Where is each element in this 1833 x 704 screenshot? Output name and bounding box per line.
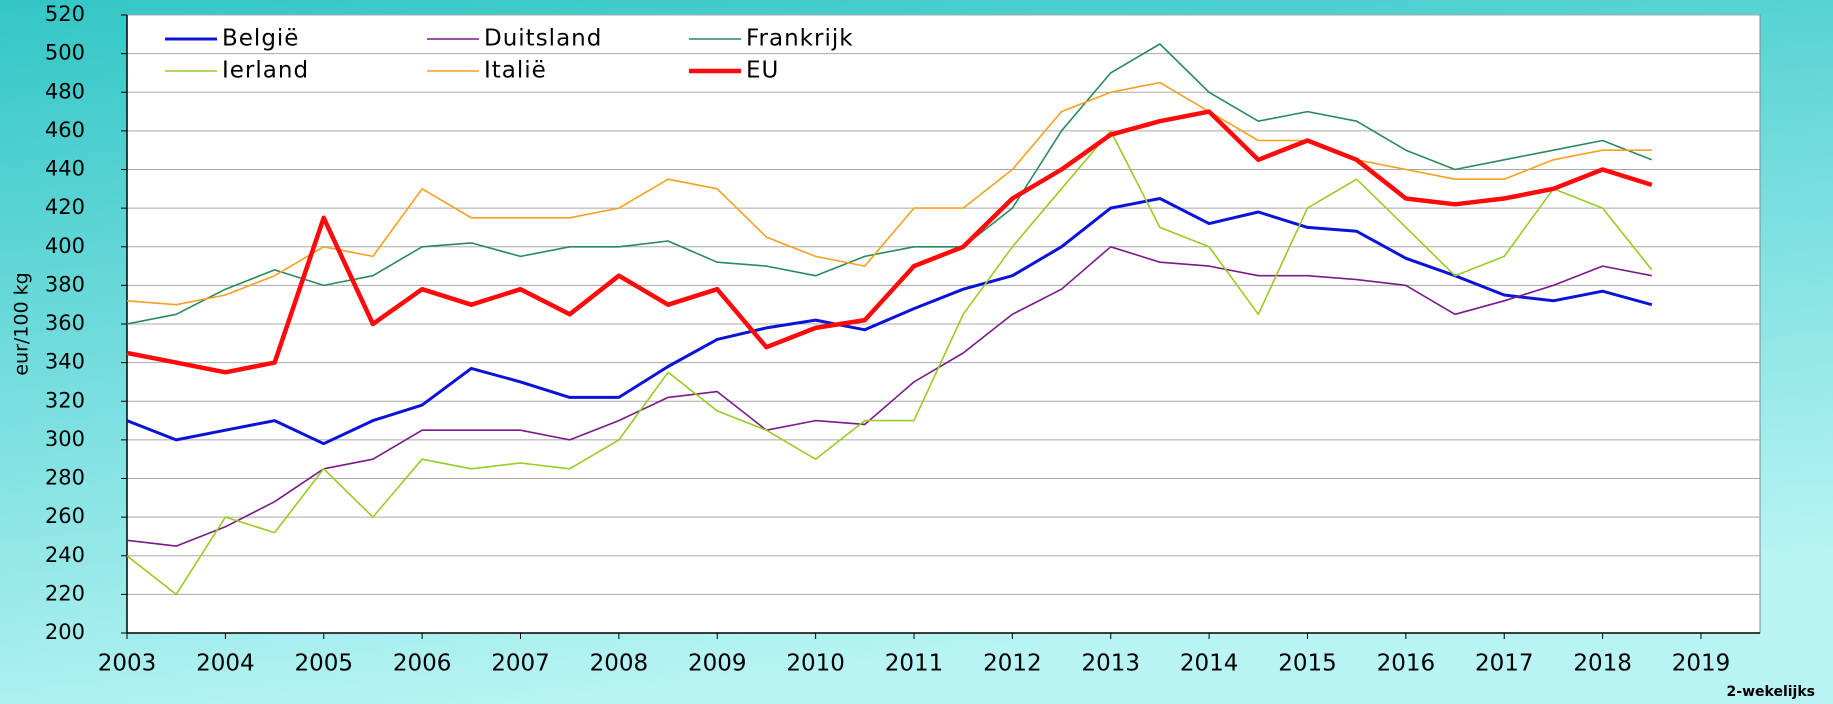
y-tick-label: 260 bbox=[45, 504, 85, 528]
x-tick-label: 2010 bbox=[786, 651, 845, 677]
y-tick-label: 420 bbox=[45, 195, 85, 219]
y-tick-label: 480 bbox=[45, 79, 85, 103]
x-tick-label: 2016 bbox=[1377, 651, 1436, 677]
series-line bbox=[126, 43, 1653, 325]
x-tick-label: 2004 bbox=[196, 651, 255, 677]
y-tick-label: 200 bbox=[45, 620, 85, 644]
x-tick-label: 2015 bbox=[1278, 651, 1337, 677]
legend-label: Duitsland bbox=[484, 26, 602, 52]
x-tick-label: 2013 bbox=[1081, 651, 1140, 677]
series-line bbox=[126, 81, 1652, 306]
y-tick-label: 240 bbox=[45, 543, 85, 567]
x-tick-label: 2008 bbox=[590, 651, 649, 677]
x-tick-label: 2011 bbox=[885, 651, 944, 677]
y-tick-label: 320 bbox=[45, 388, 85, 412]
legend-label: Italië bbox=[484, 58, 547, 84]
legend-label: EU bbox=[746, 58, 779, 84]
series-line bbox=[126, 246, 1652, 547]
y-tick-label: 380 bbox=[45, 272, 85, 296]
x-tick-label: 2017 bbox=[1475, 651, 1534, 677]
y-tick-label: 300 bbox=[45, 427, 85, 451]
legend-label: Ierland bbox=[222, 58, 309, 84]
y-tick-label: 460 bbox=[45, 118, 85, 142]
x-tick-label: 2009 bbox=[688, 651, 747, 677]
x-tick-label: 2014 bbox=[1180, 651, 1239, 677]
x-tick-label: 2012 bbox=[983, 651, 1042, 677]
legend-label: Frankrijk bbox=[746, 26, 854, 52]
x-tick-label: 2005 bbox=[294, 651, 353, 677]
y-tick-label: 520 bbox=[45, 2, 85, 26]
y-tick-label: 220 bbox=[45, 581, 85, 605]
y-axis-label: eur/100 kg bbox=[11, 272, 33, 375]
y-tick-label: 280 bbox=[45, 466, 85, 490]
y-tick-label: 400 bbox=[45, 234, 85, 258]
x-tick-label: 2018 bbox=[1573, 651, 1632, 677]
x-tick-label: 2006 bbox=[393, 651, 452, 677]
y-tick-label: 500 bbox=[45, 41, 85, 65]
series-line bbox=[126, 130, 1653, 596]
series-line bbox=[126, 197, 1653, 446]
y-tick-label: 340 bbox=[45, 350, 85, 374]
x-tick-label: 2003 bbox=[98, 651, 157, 677]
y-tick-label: 440 bbox=[45, 157, 85, 181]
note: 2-wekelijks bbox=[1727, 684, 1815, 700]
x-tick-label: 2019 bbox=[1672, 651, 1731, 677]
y-tick-label: 360 bbox=[45, 311, 85, 335]
legend-label: België bbox=[222, 26, 299, 52]
x-tick-label: 2007 bbox=[491, 651, 550, 677]
series-line bbox=[126, 109, 1653, 375]
